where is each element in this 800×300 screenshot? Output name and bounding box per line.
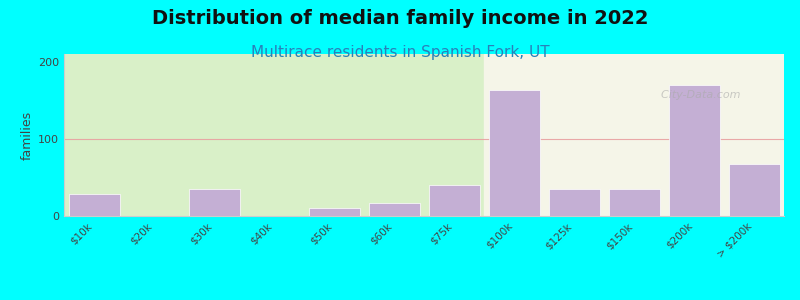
Bar [189,189,239,216]
Bar [549,189,599,216]
Bar [669,85,719,216]
Bar [489,90,539,216]
Bar [484,54,800,216]
Bar [369,203,419,216]
Text: Distribution of median family income in 2022: Distribution of median family income in … [152,9,648,28]
Text: City-Data.com: City-Data.com [654,90,741,100]
Bar [64,54,484,216]
Text: Multirace residents in Spanish Fork, UT: Multirace residents in Spanish Fork, UT [250,45,550,60]
Bar [729,164,779,216]
Y-axis label: families: families [21,110,34,160]
Bar [69,194,119,216]
Bar [309,208,359,216]
Bar [609,189,659,216]
Bar [429,185,479,216]
